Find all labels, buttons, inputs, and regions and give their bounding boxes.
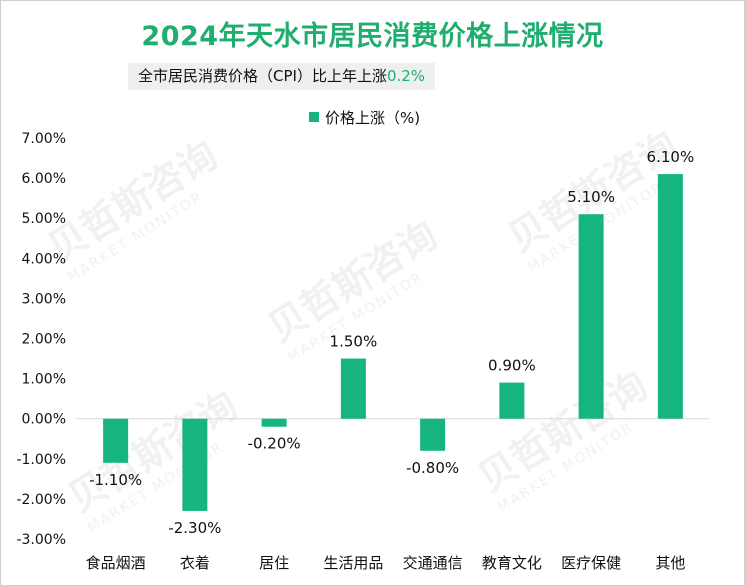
data-label: 5.10% (567, 188, 615, 206)
data-label: 0.90% (488, 357, 536, 375)
bar (657, 174, 683, 419)
y-tick-label: 2.00% (22, 332, 66, 348)
y-tick-label: 3.00% (22, 291, 66, 307)
data-label: 6.10% (647, 148, 695, 166)
y-tick-label: 0.00% (22, 412, 66, 428)
data-label: -0.20% (248, 435, 301, 453)
chart-title: 2024年天水市居民消费价格上涨情况 (141, 21, 604, 52)
legend: 价格上涨（%) (309, 107, 420, 127)
y-tick-label: 5.00% (22, 211, 66, 227)
y-tick-label: -2.00% (16, 492, 66, 508)
x-category-label: 食品烟酒 (86, 554, 146, 572)
y-tick-label: 6.00% (22, 171, 66, 187)
data-label: -1.10% (89, 471, 142, 489)
y-tick-label: 1.00% (22, 372, 66, 388)
cpi-summary-value: 0.2% (386, 67, 426, 85)
bar (499, 382, 525, 419)
bar (420, 418, 446, 451)
bar (261, 418, 287, 427)
bar (340, 358, 366, 419)
x-category-label: 生活用品 (323, 554, 383, 572)
x-category-label: 居住 (259, 554, 289, 572)
cpi-summary-text: 全市居民消费价格（CPI）比上年上涨 (138, 67, 387, 85)
y-tick-label: 4.00% (22, 251, 66, 267)
legend-label: 价格上涨（%) (325, 108, 421, 127)
bar (182, 418, 208, 511)
x-category-label: 交通通信 (403, 554, 463, 572)
x-category-label: 衣着 (180, 554, 210, 572)
data-label: -2.30% (168, 519, 221, 537)
y-tick-label: 7.00% (22, 131, 66, 147)
y-tick-label: -3.00% (16, 532, 66, 548)
cpi-summary: 全市居民消费价格（CPI）比上年上涨0.2% (128, 63, 436, 90)
x-category-label: 医疗保健 (561, 554, 621, 572)
data-label: -0.80% (406, 459, 459, 477)
bar (103, 418, 129, 463)
x-category-label: 其他 (655, 554, 685, 572)
data-label: 1.50% (330, 333, 378, 351)
x-category-label: 教育文化 (482, 554, 542, 572)
y-tick-label: -1.00% (16, 452, 66, 468)
legend-swatch (309, 112, 319, 122)
bar (578, 214, 604, 419)
